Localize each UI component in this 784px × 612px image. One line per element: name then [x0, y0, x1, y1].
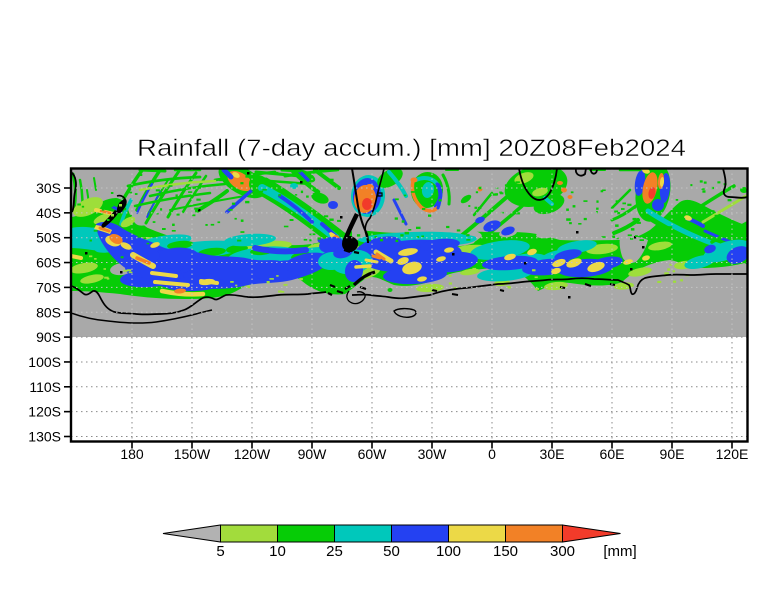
svg-text:180: 180 — [120, 446, 144, 462]
svg-text:60W: 60W — [358, 446, 388, 462]
svg-text:70S: 70S — [36, 279, 61, 295]
svg-text:Rainfall (7-day accum.) [mm] 2: Rainfall (7-day accum.) [mm] 20Z08Feb202… — [137, 135, 686, 162]
svg-text:120W: 120W — [234, 446, 271, 462]
svg-text:5: 5 — [216, 543, 224, 560]
svg-text:90W: 90W — [298, 446, 328, 462]
svg-text:60E: 60E — [600, 446, 625, 462]
svg-text:90S: 90S — [36, 329, 61, 345]
svg-text:150: 150 — [493, 543, 518, 560]
svg-text:50: 50 — [383, 543, 400, 560]
svg-text:120E: 120E — [716, 446, 749, 462]
svg-text:30E: 30E — [540, 446, 565, 462]
svg-text:25: 25 — [326, 543, 343, 560]
svg-text:130S: 130S — [28, 429, 61, 445]
svg-text:80S: 80S — [36, 304, 61, 320]
svg-text:100S: 100S — [28, 354, 61, 370]
svg-text:10: 10 — [269, 543, 286, 560]
svg-text:90E: 90E — [660, 446, 685, 462]
svg-text:300: 300 — [550, 543, 575, 560]
svg-text:110S: 110S — [29, 379, 61, 395]
svg-text:30S: 30S — [36, 180, 61, 196]
svg-text:40S: 40S — [36, 205, 61, 221]
svg-text:50S: 50S — [36, 230, 61, 246]
svg-text:150W: 150W — [174, 446, 211, 462]
svg-text:120S: 120S — [28, 404, 61, 420]
svg-text:100: 100 — [436, 543, 461, 560]
svg-text:60S: 60S — [36, 255, 61, 271]
svg-text:0: 0 — [488, 446, 496, 462]
svg-text:[mm]: [mm] — [603, 543, 636, 560]
svg-text:30W: 30W — [418, 446, 448, 462]
